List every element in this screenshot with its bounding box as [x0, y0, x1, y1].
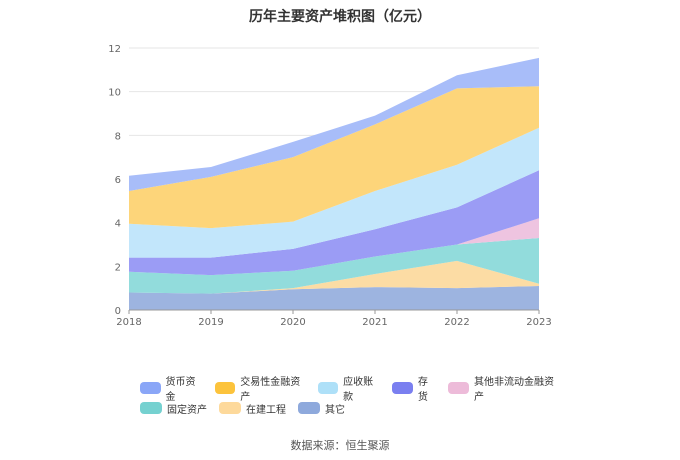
legend-item-应收账款[interactable]: 应收账款 [317, 373, 381, 403]
legend-swatch [140, 382, 161, 394]
x-tick-label: 2021 [362, 317, 387, 328]
legend-item-交易性金融资产[interactable]: 交易性金融资产 [214, 373, 306, 403]
legend-item-货币资金[interactable]: 货币资金 [140, 373, 203, 403]
legend-row-1: 货币资金 交易性金融资产 应收账款 存货 其他非流动金融资产 [140, 377, 570, 403]
x-tick-label: 2023 [526, 317, 551, 328]
legend-swatch [392, 382, 413, 394]
legend-item-其他非流动金融资产[interactable]: 其他非流动金融资产 [448, 373, 558, 403]
legend-label: 交易性金融资产 [240, 377, 301, 403]
data-source: 数据来源：恒生聚源 [290, 439, 390, 452]
legend-label: 在建工程 [246, 404, 286, 416]
x-tick-label: 2018 [116, 317, 141, 328]
y-tick-label: 10 [108, 88, 121, 99]
legend-label: 固定资产 [167, 404, 207, 416]
area-其它 [129, 285, 539, 310]
legend-label: 其他非流动金融资产 [473, 377, 554, 403]
y-tick-label: 12 [108, 44, 121, 55]
area-货币资金 [129, 57, 539, 192]
y-tick-label: 6 [115, 175, 121, 186]
x-tick-label: 2019 [198, 317, 223, 328]
area-交易性金融资产 [129, 86, 539, 229]
area-存货 [129, 170, 539, 276]
area-series [129, 57, 539, 310]
y-tick-label: 4 [115, 219, 121, 230]
legend-swatch [317, 382, 339, 394]
y-tick-label: 2 [115, 262, 121, 273]
legend-label: 应收账款 [343, 377, 374, 403]
legend-item-存货[interactable]: 存货 [392, 373, 436, 403]
legend-swatch [298, 402, 320, 414]
legend-item-固定资产[interactable]: 固定资产 [140, 401, 207, 416]
legend-row-2: 固定资产 在建工程 其它 [140, 398, 570, 418]
legend-label: 其它 [325, 404, 345, 416]
legend-item-其它[interactable]: 其它 [298, 401, 345, 416]
area-固定资产 [129, 237, 539, 294]
legend-swatch [219, 402, 241, 414]
y-tick-label: 8 [115, 131, 121, 142]
x-tick-label: 2020 [280, 317, 305, 328]
legend-swatch [140, 402, 162, 414]
legend-swatch [448, 382, 469, 394]
legend-label: 存货 [417, 377, 428, 403]
legend-swatch [214, 382, 236, 394]
x-tick-label: 2022 [444, 317, 469, 328]
y-tick-label: 0 [115, 306, 121, 317]
area-在建工程 [129, 260, 539, 294]
legend: 货币资金 交易性金融资产 应收账款 存货 其他非流动金融资产 固定资产 在建工程 [140, 377, 570, 418]
axes: 0 2 4 6 8 10 12 2018 2019 2020 2021 2022 2023 [108, 44, 551, 328]
chart-title: 历年主要资产堆积图（亿元） [249, 9, 431, 25]
legend-item-在建工程[interactable]: 在建工程 [219, 401, 286, 416]
area-应收账款 [129, 127, 539, 258]
legend-label: 货币资金 [165, 377, 196, 403]
